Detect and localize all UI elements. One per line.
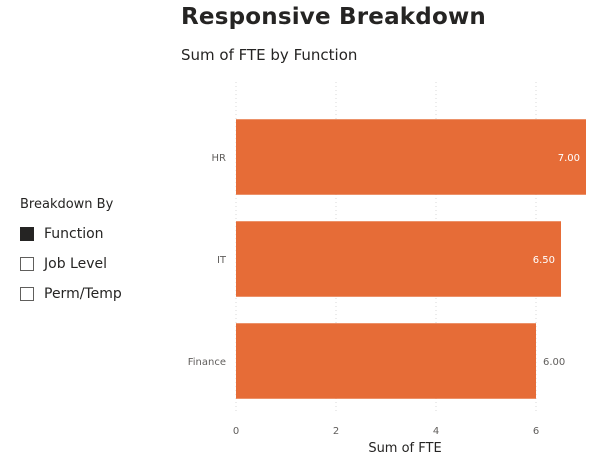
x-tick-label: 6 xyxy=(533,426,539,437)
y-category-label: Finance xyxy=(188,357,226,368)
bar[interactable] xyxy=(236,323,536,399)
function-checkbox[interactable] xyxy=(20,227,34,241)
x-tick-label: 4 xyxy=(433,426,439,437)
slicer-item-job-level[interactable]: Job Level xyxy=(20,249,122,279)
bar[interactable] xyxy=(236,119,586,195)
slicer-item-perm-temp[interactable]: Perm/Temp xyxy=(20,279,122,309)
slicer-header: Breakdown By xyxy=(20,197,114,212)
bar[interactable] xyxy=(236,221,561,297)
labels: 0 2 4 6 HR 7.00 IT 6.50 Finance 6.00 xyxy=(188,153,580,437)
data-label: 6.50 xyxy=(533,255,555,266)
page-title: Responsive Breakdown xyxy=(181,4,486,30)
breakdown-slicer: Breakdown By Function Job Level Perm/Tem… xyxy=(20,197,122,309)
x-axis-title: Sum of FTE xyxy=(368,441,441,456)
slicer-item-function[interactable]: Function xyxy=(20,219,122,249)
job-level-checkbox[interactable] xyxy=(20,257,34,271)
y-category-label: HR xyxy=(212,153,227,164)
x-tick-label: 0 xyxy=(233,426,239,437)
slicer-item-label: Perm/Temp xyxy=(44,286,122,302)
data-label: 6.00 xyxy=(543,357,565,368)
chart-title: Sum of FTE by Function xyxy=(181,46,358,64)
x-tick-label: 2 xyxy=(333,426,339,437)
data-label: 7.00 xyxy=(558,153,580,164)
perm-temp-checkbox[interactable] xyxy=(20,287,34,301)
y-category-label: IT xyxy=(217,255,227,266)
bars xyxy=(236,119,586,399)
slicer-item-label: Job Level xyxy=(44,256,107,272)
slicer-item-label: Function xyxy=(44,226,104,242)
